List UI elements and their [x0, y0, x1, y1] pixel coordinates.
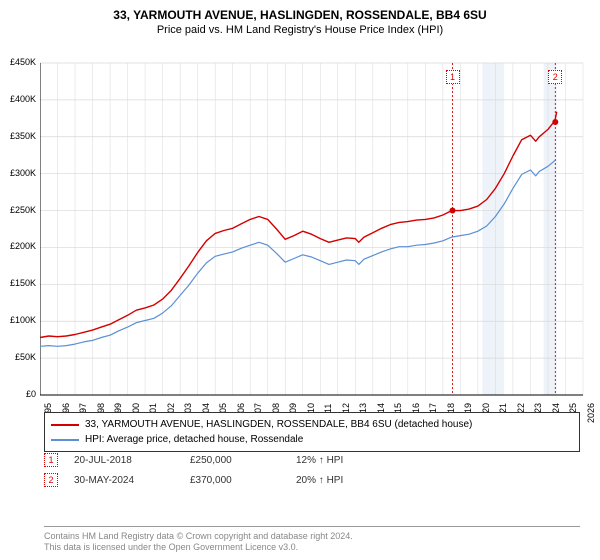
y-tick-label: £0 — [0, 389, 36, 399]
y-tick-label: £50K — [0, 352, 36, 362]
chart: £0£50K£100K£150K£200K£250K£300K£350K£400… — [40, 58, 585, 403]
y-tick-label: £200K — [0, 241, 36, 251]
sale-row: 2 30-MAY-2024 £370,000 20% ↑ HPI — [44, 470, 580, 490]
sale-marker-box: 1 — [44, 453, 58, 467]
chart-marker-1: 1 — [446, 70, 460, 84]
y-tick-label: £150K — [0, 278, 36, 288]
legend-label: HPI: Average price, detached house, Ross… — [85, 434, 303, 445]
sale-delta: 20% ↑ HPI — [296, 475, 416, 486]
sales-table: 1 20-JUL-2018 £250,000 12% ↑ HPI 2 30-MAY-202… — [44, 450, 580, 490]
y-tick-label: £250K — [0, 205, 36, 215]
sale-date: 20-JUL-2018 — [74, 455, 174, 466]
chart-svg — [40, 58, 585, 403]
sale-delta: 12% ↑ HPI — [296, 455, 416, 466]
legend-item-hpi: HPI: Average price, detached house, Ross… — [51, 432, 573, 447]
legend-swatch — [51, 439, 79, 441]
sale-price: £250,000 — [190, 455, 280, 466]
legend-swatch — [51, 424, 79, 426]
sale-row: 1 20-JUL-2018 £250,000 12% ↑ HPI — [44, 450, 580, 470]
footer-line1: Contains HM Land Registry data © Crown c… — [44, 531, 580, 543]
footer-line2: This data is licensed under the Open Gov… — [44, 542, 580, 554]
y-tick-label: £100K — [0, 315, 36, 325]
chart-title-area: 33, YARMOUTH AVENUE, HASLINGDEN, ROSSEND… — [0, 0, 600, 40]
y-tick-label: £300K — [0, 168, 36, 178]
y-tick-label: £400K — [0, 94, 36, 104]
chart-marker-2: 2 — [548, 70, 562, 84]
sale-marker-box: 2 — [44, 473, 58, 487]
sale-date: 30-MAY-2024 — [74, 475, 174, 486]
x-tick-label: 2026 — [586, 403, 596, 423]
chart-title: 33, YARMOUTH AVENUE, HASLINGDEN, ROSSEND… — [4, 8, 596, 22]
sale-price: £370,000 — [190, 475, 280, 486]
chart-subtitle: Price paid vs. HM Land Registry's House … — [4, 24, 596, 36]
legend: 33, YARMOUTH AVENUE, HASLINGDEN, ROSSEND… — [44, 412, 580, 452]
y-tick-label: £350K — [0, 131, 36, 141]
legend-label: 33, YARMOUTH AVENUE, HASLINGDEN, ROSSEND… — [85, 419, 472, 430]
legend-item-property: 33, YARMOUTH AVENUE, HASLINGDEN, ROSSEND… — [51, 417, 573, 432]
y-tick-label: £450K — [0, 57, 36, 67]
footer: Contains HM Land Registry data © Crown c… — [44, 526, 580, 554]
